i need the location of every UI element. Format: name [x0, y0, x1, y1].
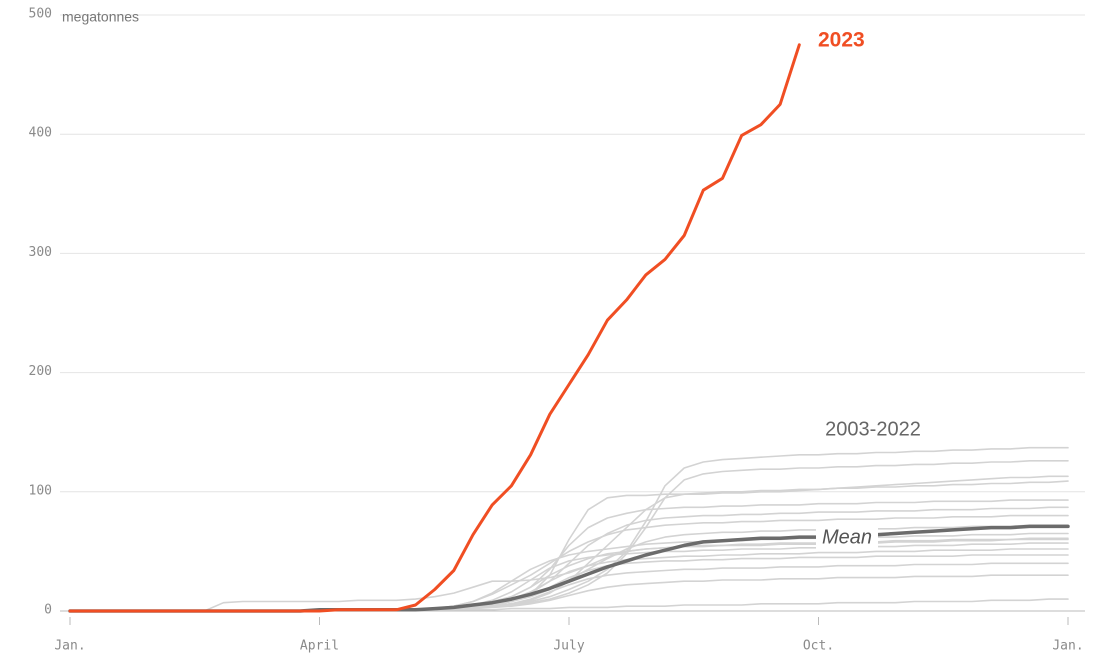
y-tick-label: 100 — [29, 483, 52, 498]
y-tick-label: 400 — [29, 126, 52, 141]
y-tick-label: 200 — [29, 364, 52, 379]
y-tick-label: 300 — [29, 245, 52, 260]
year-line — [69, 475, 1069, 612]
x-tick-label: Jan. — [54, 639, 85, 654]
x-tick-label: Oct. — [803, 639, 834, 654]
label-bg — [816, 525, 878, 549]
y-tick-label: 500 — [29, 7, 52, 22]
grid — [60, 14, 1085, 625]
x-tick-label: July — [553, 639, 584, 654]
year-line — [69, 537, 1069, 612]
lines — [68, 43, 1070, 613]
year-line — [69, 538, 1069, 612]
x-tick-label: Jan. — [1052, 639, 1083, 654]
y-unit: megatonnes — [62, 9, 139, 25]
year-line — [69, 446, 1069, 612]
y-tick-label: 0 — [44, 603, 52, 618]
x-tick-label: April — [300, 639, 339, 654]
range-label: 2003-2022 — [825, 418, 921, 440]
series-label: 2023 — [818, 29, 865, 52]
series-label: Mean — [822, 526, 872, 548]
series-line — [68, 43, 801, 613]
